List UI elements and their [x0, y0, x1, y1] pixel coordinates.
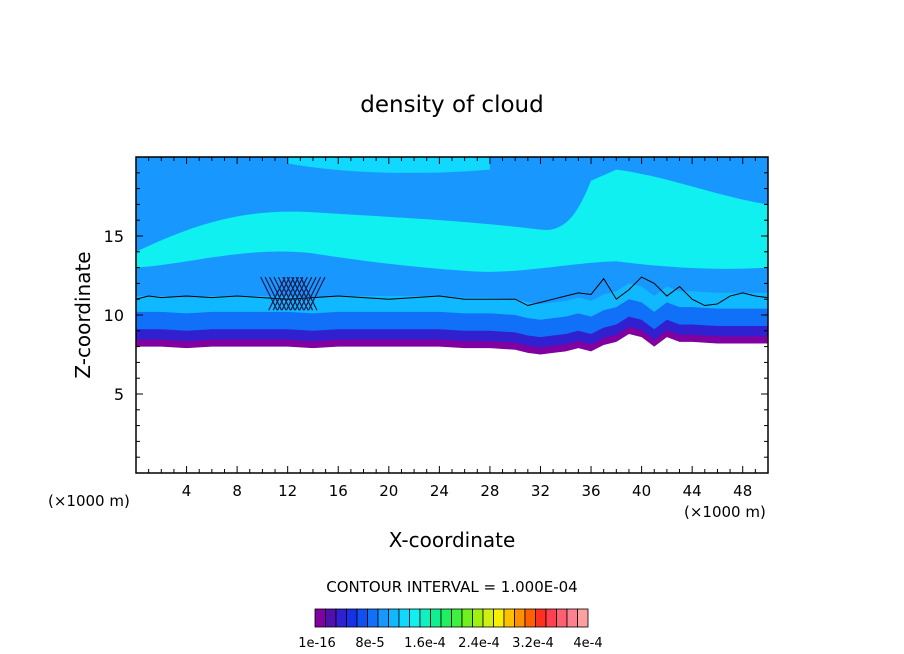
- colorbar-swatch: [556, 608, 568, 628]
- plot-area: [135, 156, 769, 474]
- colorbar-label: 1e-16: [298, 636, 336, 651]
- x-axis: 4 8 12 16 20 24 28 32 36 40 44 48: [148, 157, 756, 500]
- colorbar-swatch: [545, 608, 557, 628]
- x-axis-label: X-coordinate: [389, 528, 516, 552]
- colorbar-swatch: [482, 608, 494, 628]
- x-tick-label: 32: [531, 482, 550, 500]
- colorbar-swatch: [388, 608, 400, 628]
- colorbar-swatch: [514, 608, 526, 628]
- colorbar-swatch: [493, 608, 505, 628]
- x-tick-label: 40: [632, 482, 651, 500]
- colorbar-swatch: [461, 608, 473, 628]
- x-tick-label: 24: [430, 482, 449, 500]
- colorbar-swatch: [419, 608, 431, 628]
- disturbance-pattern: [260, 276, 326, 311]
- colorbar-swatch: [335, 608, 347, 628]
- colorbar-label: 3.2e-4: [512, 636, 554, 651]
- x-tick-label: 16: [329, 482, 348, 500]
- x-tick-label: 48: [733, 482, 752, 500]
- x-tick-label: 8: [232, 482, 242, 500]
- y-tick-label: 5: [114, 385, 124, 404]
- colorbar-swatch: [398, 608, 410, 628]
- colorbar-swatch: [346, 608, 358, 628]
- colorbar-label: 8e-5: [355, 636, 384, 651]
- colorbar-swatch: [356, 608, 368, 628]
- x-tick-label: 12: [278, 482, 297, 500]
- colorbar-swatch: [524, 608, 536, 628]
- colorbar-label: 1.6e-4: [404, 636, 446, 651]
- colorbar-swatch: [451, 608, 463, 628]
- colorbar-swatch: [472, 608, 484, 628]
- colorbar-swatch: [440, 608, 452, 628]
- colorbar-swatch: [325, 608, 337, 628]
- colorbar-swatch: [377, 608, 389, 628]
- layer-cyan: [136, 169, 768, 272]
- colorbar-swatch: [503, 608, 515, 628]
- colorbar-swatch: [566, 608, 578, 628]
- x-unit-right: (×1000 m): [684, 503, 766, 521]
- x-tick-label: 4: [182, 482, 192, 500]
- x-tick-label: 44: [683, 482, 702, 500]
- y-axis: 5 10 15: [104, 172, 768, 458]
- colorbar-swatch: [577, 608, 589, 628]
- contour-interval: CONTOUR INTERVAL = 1.000E-04: [326, 578, 577, 596]
- x-tick-label: 20: [379, 482, 398, 500]
- x-tick-label: 28: [480, 482, 499, 500]
- contour-line: [136, 276, 768, 307]
- x-unit-left: (×1000 m): [48, 492, 130, 510]
- y-axis-label: Z-coordinate: [71, 251, 95, 378]
- y-tick-label: 15: [104, 227, 124, 246]
- colorbar-swatch: [314, 608, 326, 628]
- colorbar-swatch: [430, 608, 442, 628]
- chart-title: density of cloud: [360, 92, 543, 118]
- colorbar-swatch: [367, 608, 379, 628]
- colorbar-labels: 1e-16 8e-5 1.6e-4 2.4e-4 3.2e-4 4e-4: [298, 636, 602, 651]
- colorbar-swatch: [409, 608, 421, 628]
- x-tick-label: 36: [581, 482, 600, 500]
- colorbar-label: 2.4e-4: [458, 636, 500, 651]
- colorbar-swatch: [535, 608, 547, 628]
- colorbar: [314, 608, 589, 628]
- colorbar-label: 4e-4: [573, 636, 602, 651]
- y-tick-label: 10: [104, 306, 124, 325]
